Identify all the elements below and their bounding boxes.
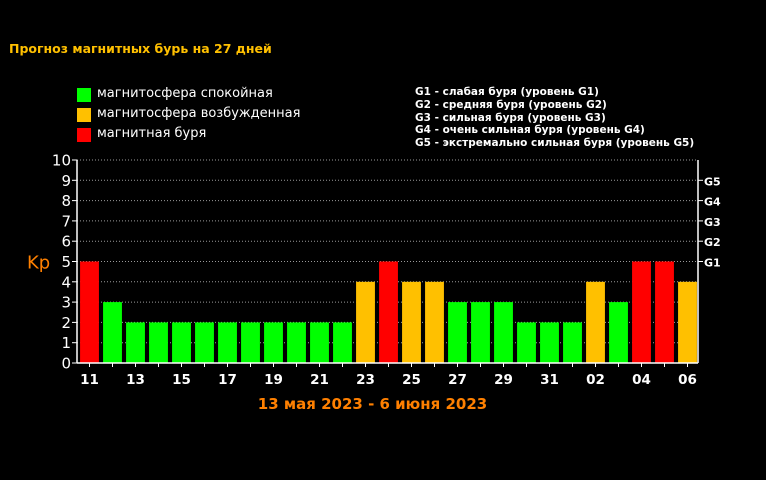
bar [609,302,628,363]
x-tick-label: 17 [218,372,237,388]
bar [632,261,651,363]
bar [563,322,582,363]
x-tick-label: 21 [310,372,329,388]
y-tick-label: 1 [61,334,71,352]
x-tick-label: 19 [264,372,283,388]
x-axis-label: 13 мая 2023 - 6 июня 2023 [258,395,487,413]
bar [655,261,674,363]
bar [195,322,214,363]
g-level-item: G3 - сильная буря (уровень G3) [415,111,606,124]
y-tick-label: 6 [61,233,71,251]
bar [126,322,145,363]
legend-label-quiet: магнитосфера спокойная [97,86,273,101]
bar [402,281,421,363]
bar [103,302,122,363]
bar [172,322,191,363]
bar [471,302,490,363]
legend-swatch-active [77,108,91,122]
x-tick-label: 31 [540,372,559,388]
g-level-label: G1 [704,257,721,270]
bar [356,281,375,363]
bar [586,281,605,363]
y-tick-label: 5 [61,253,71,271]
bar [80,261,99,363]
x-tick-label: 13 [126,372,145,388]
bar [448,302,467,363]
y-tick-label: 0 [61,355,71,373]
g-level-label: G4 [704,196,721,209]
legend-swatch-quiet [77,88,91,102]
bar [379,261,398,363]
page-title: Прогноз магнитных бурь на 27 дней [9,41,272,56]
bar [517,322,536,363]
g-level-item: G1 - слабая буря (уровень G1) [415,86,599,98]
bar [678,281,697,363]
y-axis-label: Kp [27,253,50,274]
g-level-item: G2 - средняя буря (уровень G2) [415,98,607,111]
bar [425,281,444,363]
y-tick-label: 2 [61,314,71,332]
bar [540,322,559,363]
x-tick-label: 25 [402,372,421,388]
g-level-label: G3 [704,216,721,229]
y-tick-label: 10 [52,152,71,170]
bar [287,322,306,363]
g-level-label: G5 [704,175,721,188]
bar [494,302,513,363]
x-tick-label: 15 [172,372,191,388]
x-tick-label: 02 [586,372,605,388]
x-tick-label: 06 [678,372,697,388]
bar [310,322,329,363]
bar [149,322,168,363]
y-tick-label: 8 [61,192,71,210]
g-level-item: G4 - очень сильная буря (уровень G4) [415,124,645,137]
g-level-label: G2 [704,236,721,249]
x-tick-label: 04 [632,372,651,388]
legend-label-storm: магнитная буря [97,126,207,141]
bar [241,322,260,363]
y-tick-label: 3 [61,294,71,312]
x-tick-label: 29 [494,372,513,388]
bar [333,322,352,363]
x-tick-label: 23 [356,372,375,388]
y-tick-label: 7 [61,212,71,230]
legend-label-active: магнитосфера возбужденная [97,106,301,121]
legend-swatch-storm [77,128,91,142]
bar [264,322,283,363]
x-tick-label: 27 [448,372,467,388]
bar [218,322,237,363]
y-tick-label: 4 [61,273,71,291]
g-level-item: G5 - экстремально сильная буря (уровень … [415,137,695,150]
y-tick-label: 9 [61,172,71,190]
storm-level-legend: G1 - слабая буря (уровень G1) G2 - средн… [415,86,694,150]
x-tick-label: 11 [80,372,99,388]
